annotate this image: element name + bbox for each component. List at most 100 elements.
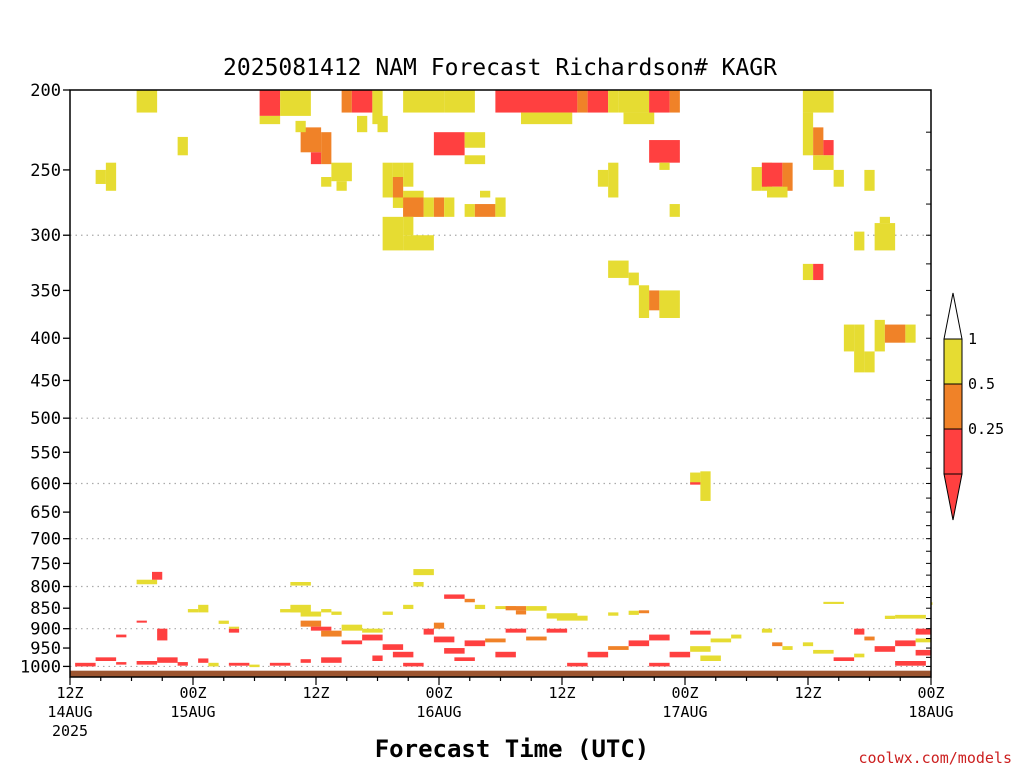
x-tick-label: 14AUG bbox=[47, 703, 92, 721]
heatmap-cell bbox=[854, 628, 865, 635]
colorbar-label: 0.25 bbox=[968, 420, 1004, 438]
heatmap-cell bbox=[628, 640, 650, 647]
heatmap-cell bbox=[321, 657, 342, 663]
y-tick-label: 900 bbox=[30, 620, 61, 640]
heatmap-cell bbox=[915, 638, 931, 643]
y-tick-label: 800 bbox=[30, 577, 61, 597]
heatmap-cell bbox=[341, 624, 363, 631]
heatmap-cell bbox=[884, 615, 896, 619]
heatmap-cell bbox=[864, 636, 875, 641]
heatmap-cell bbox=[464, 155, 486, 165]
heatmap-cell bbox=[423, 628, 434, 635]
heatmap-cell bbox=[280, 90, 311, 116]
heatmap-cell bbox=[833, 169, 844, 187]
heatmap-cell bbox=[413, 569, 434, 576]
heatmap-cell bbox=[321, 630, 342, 637]
heatmap-cell bbox=[659, 290, 680, 318]
heatmap-cell bbox=[608, 646, 629, 650]
heatmap-cell bbox=[649, 140, 680, 163]
heatmap-cell bbox=[105, 162, 117, 191]
heatmap-cell bbox=[198, 604, 209, 613]
heatmap-cell bbox=[623, 112, 655, 125]
heatmap-cell bbox=[628, 90, 650, 113]
x-tick-label: 2025 bbox=[52, 722, 88, 740]
heatmap-cell bbox=[208, 662, 219, 667]
heatmap-cell bbox=[480, 190, 491, 198]
heatmap-cell bbox=[874, 319, 885, 352]
x-tick-label: 12Z bbox=[56, 684, 83, 702]
heatmap-cell bbox=[864, 169, 875, 191]
heatmap-cell bbox=[413, 581, 424, 587]
heatmap-cell bbox=[884, 324, 906, 343]
heatmap-cell bbox=[731, 634, 742, 639]
heatmap-cell bbox=[433, 622, 445, 629]
x-tick-label: 12Z bbox=[794, 684, 821, 702]
heatmap-cell bbox=[372, 655, 383, 662]
heatmap-cell bbox=[269, 662, 291, 666]
heatmap-cell bbox=[895, 614, 926, 619]
heatmap-cell bbox=[403, 235, 434, 251]
y-tick-label: 600 bbox=[30, 474, 61, 494]
heatmap-cell bbox=[813, 127, 824, 156]
heatmap-cell bbox=[382, 162, 393, 198]
colorbar-segment bbox=[943, 428, 963, 475]
heatmap-cell bbox=[382, 216, 404, 251]
heatmap-cell bbox=[474, 604, 486, 610]
x-tick-label: 16AUG bbox=[416, 703, 461, 721]
heatmap-cell bbox=[290, 604, 311, 613]
heatmap-cell bbox=[669, 204, 680, 217]
heatmap-cell bbox=[854, 653, 865, 658]
heatmap-cell bbox=[403, 162, 414, 187]
heatmap-cell bbox=[341, 640, 363, 645]
heatmap-cell bbox=[392, 177, 404, 198]
heatmap-cell bbox=[526, 636, 547, 641]
heatmap-cell bbox=[136, 579, 158, 585]
heatmap-cell bbox=[628, 610, 639, 615]
y-tick-label: 850 bbox=[30, 599, 61, 619]
heatmap-cell bbox=[905, 324, 916, 343]
heatmap-cell bbox=[521, 112, 573, 125]
heatmap-cell bbox=[228, 628, 240, 633]
x-axis-label: Forecast Time (UTC) bbox=[375, 735, 650, 763]
y-tick-label: 300 bbox=[30, 226, 61, 246]
heatmap-cell bbox=[608, 612, 619, 616]
heatmap-cell bbox=[152, 571, 163, 580]
heatmap-cell bbox=[638, 285, 650, 318]
heatmap-cell bbox=[823, 140, 834, 156]
colorbar-label: 1 bbox=[968, 330, 977, 348]
heatmap-cell bbox=[567, 662, 588, 667]
heatmap-cell bbox=[587, 90, 609, 113]
heatmap-cell bbox=[95, 657, 117, 662]
x-tick-label: 17AUG bbox=[662, 703, 707, 721]
heatmap-cell bbox=[300, 611, 322, 617]
heatmap-cell bbox=[444, 90, 475, 113]
colorbar-segment bbox=[943, 338, 963, 385]
heatmap-cell bbox=[556, 615, 588, 621]
heatmap-cell bbox=[895, 661, 926, 666]
heatmap-cell bbox=[331, 611, 342, 615]
heatmap-cell bbox=[782, 646, 793, 650]
heatmap-cell bbox=[915, 649, 931, 656]
heatmap-cell bbox=[382, 611, 393, 615]
heatmap-cell bbox=[649, 634, 670, 641]
heatmap-cell bbox=[300, 127, 322, 153]
y-tick-label: 400 bbox=[30, 329, 61, 349]
heatmap-cell bbox=[249, 664, 260, 668]
heatmap-cell bbox=[403, 216, 414, 236]
y-tick-label: 700 bbox=[30, 530, 61, 550]
x-tick-label: 15AUG bbox=[170, 703, 215, 721]
heatmap-cell bbox=[649, 662, 670, 667]
y-tick-label: 750 bbox=[30, 554, 61, 574]
heatmap-cell bbox=[464, 132, 486, 148]
heatmap-cell bbox=[259, 115, 281, 125]
heatmap-cell bbox=[802, 263, 814, 281]
x-tick-label: 00Z bbox=[179, 684, 206, 702]
heatmap-cell bbox=[802, 90, 834, 113]
heatmap-cell bbox=[382, 644, 404, 650]
x-tick-label: 00Z bbox=[425, 684, 452, 702]
heatmap-cell bbox=[157, 657, 178, 663]
heatmap-cell bbox=[464, 640, 486, 647]
colorbar-over-triangle bbox=[943, 292, 963, 340]
heatmap-cell bbox=[177, 662, 188, 666]
